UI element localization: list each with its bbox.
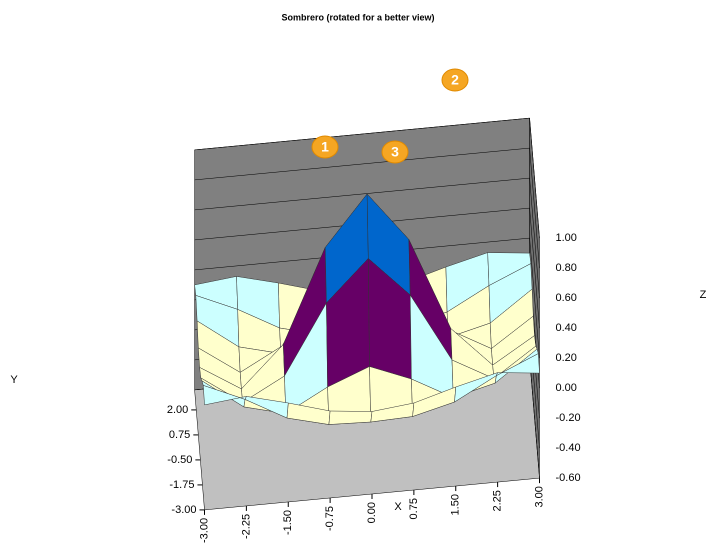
y-tick-label: 2.00 bbox=[167, 404, 188, 416]
y-tick-label: -1.75 bbox=[169, 479, 194, 491]
z-tick-label: 0.00 bbox=[556, 382, 577, 394]
x-tick-label: 3.00 bbox=[533, 486, 545, 507]
annotation-marker bbox=[311, 135, 339, 159]
x-tick-label: 1.50 bbox=[450, 494, 462, 515]
chart-title: Sombrero (rotated for a better view) bbox=[281, 12, 434, 22]
annotation-label: 2 bbox=[451, 72, 459, 88]
x-tick-label: -0.75 bbox=[324, 506, 336, 531]
x-tick-label: 2.25 bbox=[492, 490, 504, 511]
z-grid-line bbox=[194, 177, 540, 299]
z-tick-label: 0.60 bbox=[556, 292, 577, 304]
x-tick-label: 0.75 bbox=[408, 498, 420, 519]
y-tick-label: -3.00 bbox=[171, 504, 196, 516]
z-tick-label: 1.00 bbox=[556, 232, 577, 244]
z-tick-label: -0.40 bbox=[556, 442, 581, 454]
x-axis-label: X bbox=[394, 501, 402, 513]
z-axis-label: Z bbox=[700, 289, 707, 301]
annotation-label: 1 bbox=[321, 139, 329, 155]
z-grid-line bbox=[194, 147, 540, 269]
z-tick-label: -0.60 bbox=[556, 472, 581, 484]
z-tick-label: 0.80 bbox=[556, 262, 577, 274]
annotation-marker bbox=[441, 68, 469, 92]
y-axis-label: Y bbox=[10, 374, 18, 386]
x-tick-label: -2.25 bbox=[240, 514, 252, 539]
z-tick-label: 0.20 bbox=[556, 352, 577, 364]
z-grid-line bbox=[194, 207, 540, 329]
annotation-label: 3 bbox=[391, 144, 399, 160]
x-tick-label: -3.00 bbox=[198, 518, 210, 543]
z-grid-line bbox=[194, 237, 540, 359]
z-grid-line bbox=[194, 117, 540, 239]
surface-cell bbox=[495, 353, 540, 377]
x-tick-label: -1.50 bbox=[282, 510, 294, 535]
z-tick-label: 0.40 bbox=[556, 322, 577, 334]
y-tick-label: 0.75 bbox=[169, 429, 190, 441]
y-tick-label: -0.50 bbox=[167, 454, 192, 466]
surface-cell bbox=[328, 410, 373, 425]
z-tick-label: -0.20 bbox=[556, 412, 581, 424]
annotation-marker bbox=[381, 140, 409, 164]
x-tick-label: 0.00 bbox=[366, 502, 378, 523]
